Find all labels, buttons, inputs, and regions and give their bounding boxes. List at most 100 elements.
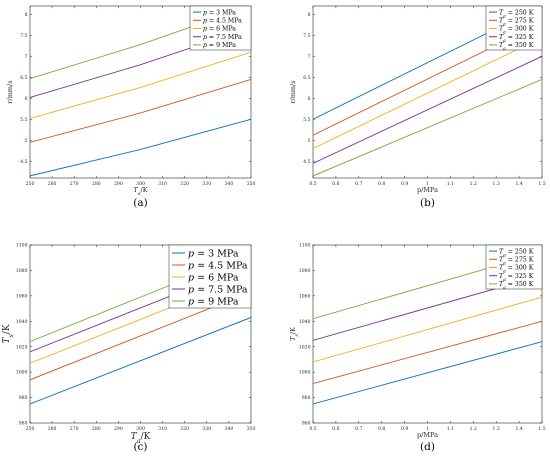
legend-entry: Ta = 300 K [499, 265, 534, 275]
chart-panel-c: 250 260 270 280 290 300 310 320 330 340 350 960 980 1… [2, 243, 255, 453]
legend-entry: Ta = 325 K [499, 273, 534, 283]
y-tick-label: 4.5 [303, 159, 310, 165]
panel-label: (d) [420, 441, 435, 453]
y-tick-label: 7 [25, 54, 28, 60]
y-tick-label: 7 [308, 54, 311, 60]
series-line-3 [313, 37, 542, 150]
y-tick-label: 1100 [16, 243, 28, 249]
y-axis-label: r/mm/s [6, 80, 14, 103]
x-tick-label: 320 [180, 426, 189, 432]
y-tick-label: 960 [19, 421, 28, 427]
y-tick-label: 1080 [299, 268, 311, 274]
y-tick-label: 6.5 [20, 75, 27, 81]
y-axis-label: Ts/K [289, 327, 300, 341]
x-tick-label: 1.3 [493, 181, 500, 187]
x-tick-label: 280 [92, 181, 101, 187]
y-axis-label: Ts/K [2, 324, 15, 343]
y-tick-label: 6.5 [303, 75, 310, 81]
x-tick-label: 260 [48, 181, 57, 187]
x-tick-label: 0.6 [332, 426, 339, 432]
y-tick-label: 6 [308, 96, 311, 102]
y-tick-label: 8 [25, 12, 28, 18]
x-tick-label: 0.5 [309, 426, 316, 432]
chart-panel-d: 0.5 0.6 0.7 0.8 0.9 1 1.1 1.2 1.3 1.4 1.5 960 980 100… [289, 243, 546, 453]
x-tick-label: 310 [158, 181, 167, 187]
panel-label: (b) [420, 197, 435, 209]
legend-entry: p = 3 MPa [203, 9, 236, 16]
x-tick-label: 0.7 [355, 426, 362, 432]
x-tick-label: 1.5 [538, 181, 545, 187]
legend-entry: Ta = 250 K [499, 248, 534, 258]
x-tick-label: 1 [426, 426, 429, 432]
x-tick-label: 1.3 [493, 426, 500, 432]
x-tick-label: 0.8 [378, 426, 385, 432]
legend-entry: Ta = 350 K [499, 42, 534, 52]
x-tick-label: 350 [247, 426, 256, 432]
series-line-2 [313, 320, 542, 385]
x-tick-label: 1.2 [470, 181, 477, 187]
x-tick-label: 340 [225, 181, 234, 187]
x-tick-label: 1.2 [470, 426, 477, 432]
x-tick-label: 350 [247, 181, 256, 187]
legend: Ta = 250 KTa = 275 KTa = 300 KTa = 325 K… [485, 244, 543, 291]
x-tick-label: 270 [70, 181, 79, 187]
legend-entry: p = 4.5 MPa [203, 17, 242, 24]
y-tick-label: 980 [19, 395, 28, 401]
x-tick-label: 290 [114, 426, 123, 432]
legend-entry: p = 6 MPa [188, 272, 239, 283]
y-tick-label: 1060 [299, 293, 311, 299]
x-tick-label: 1.4 [515, 426, 522, 432]
chart-panel-a: 250 260 270 280 290 300 310 320 330 340 350 4.5 5 5.5… [6, 5, 256, 209]
x-tick-label: 1.5 [538, 426, 545, 432]
y-tick-label: 7.5 [303, 33, 310, 39]
legend-entry: Ta = 300 K [499, 26, 534, 35]
x-tick-label: 1.1 [447, 426, 454, 432]
x-axis-label: Ta/K [133, 186, 147, 197]
panel-label: (c) [133, 441, 147, 453]
legend-entry: p = 9 MPa [203, 42, 236, 49]
y-tick-label: 1040 [16, 319, 28, 325]
y-tick-label: 5 [308, 138, 311, 144]
y-tick-label: 7.5 [20, 33, 27, 39]
y-tick-label: 1060 [16, 293, 28, 299]
x-tick-label: 250 [26, 181, 35, 187]
y-tick-label: 1080 [16, 268, 28, 274]
legend-entry: Ta = 275 K [499, 256, 534, 266]
y-tick-label: 5 [25, 138, 28, 144]
series-line-1 [313, 341, 542, 405]
y-tick-label: 1040 [299, 319, 311, 325]
series-line-5 [313, 78, 542, 177]
x-tick-label: 330 [202, 181, 211, 187]
legend-entry: p = 7.5 MPa [203, 34, 242, 41]
x-tick-label: 340 [225, 426, 234, 432]
y-tick-label: 1020 [16, 344, 28, 350]
x-tick-label: 290 [114, 181, 123, 187]
y-axis-label: r/mm/s [289, 80, 297, 103]
x-tick-label: 250 [26, 426, 35, 432]
legend-entry: Ta = 350 K [499, 281, 534, 291]
x-tick-label: 300 [136, 181, 145, 187]
legend-entry: Ta = 325 K [499, 34, 534, 44]
x-tick-label: 0.6 [332, 181, 339, 187]
series-line-2 [30, 78, 251, 143]
x-tick-label: 0.8 [378, 181, 385, 187]
legend-entry: p = 4.5 MPa [188, 260, 248, 271]
x-tick-label: 280 [92, 426, 101, 432]
x-axis-label: p/MPa [417, 186, 438, 194]
x-tick-label: 300 [136, 426, 145, 432]
y-tick-label: 1000 [16, 370, 28, 376]
legend: Ta = 250 KTa = 275 KTa = 300 KTa = 325 K… [485, 5, 543, 52]
legend-entry: p = 3 MPa [188, 248, 239, 259]
x-axis-label: p/MPa [417, 431, 438, 439]
y-tick-label: 5.5 [303, 117, 310, 123]
x-tick-label: 270 [70, 426, 79, 432]
y-tick-label: 1020 [299, 344, 311, 350]
y-tick-label: 8 [308, 12, 311, 18]
x-tick-label: 1.1 [447, 181, 454, 187]
x-tick-label: 260 [48, 426, 57, 432]
x-tick-label: 0.9 [401, 426, 408, 432]
x-tick-label: 1 [426, 181, 429, 187]
